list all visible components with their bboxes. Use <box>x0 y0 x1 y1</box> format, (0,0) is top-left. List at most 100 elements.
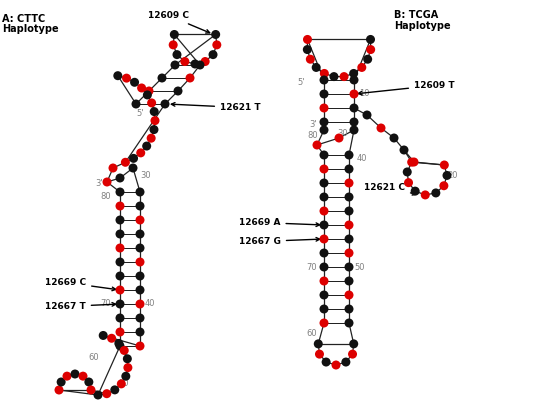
Point <box>403 169 412 175</box>
Point <box>404 179 413 186</box>
Text: 12669 C: 12669 C <box>45 278 116 291</box>
Point <box>136 273 145 279</box>
Point <box>320 320 329 326</box>
Text: 12667 G: 12667 G <box>239 237 320 246</box>
Point <box>195 62 204 68</box>
Point <box>440 162 449 168</box>
Point <box>136 150 145 156</box>
Text: 50: 50 <box>354 262 364 272</box>
Point <box>116 301 124 307</box>
Point <box>129 155 138 162</box>
Point <box>94 392 103 398</box>
Text: A: CTTC: A: CTTC <box>2 14 45 24</box>
Point <box>107 335 116 342</box>
Point <box>366 46 375 53</box>
Point <box>344 222 353 228</box>
Point <box>116 245 124 251</box>
Point <box>349 341 358 347</box>
Point <box>312 64 321 71</box>
Point <box>349 70 358 77</box>
Point <box>344 278 353 284</box>
Point <box>320 77 329 83</box>
Point <box>349 119 358 125</box>
Text: 3': 3' <box>95 178 103 187</box>
Point <box>190 61 199 67</box>
Point <box>136 245 145 251</box>
Point <box>320 194 329 200</box>
Point <box>116 315 124 321</box>
Point <box>137 85 146 91</box>
Text: 12669 A: 12669 A <box>239 218 320 227</box>
Point <box>344 166 353 172</box>
Text: 12609 C: 12609 C <box>148 11 210 33</box>
Point <box>389 135 398 141</box>
Point <box>109 165 118 171</box>
Point <box>128 165 137 171</box>
Point <box>431 190 440 196</box>
Point <box>136 259 145 265</box>
Point <box>147 135 156 141</box>
Point <box>116 273 124 279</box>
Text: 12621 C: 12621 C <box>364 183 416 195</box>
Point <box>410 159 418 165</box>
Point <box>136 287 145 293</box>
Point <box>103 179 112 185</box>
Point <box>86 387 95 393</box>
Point <box>344 236 353 242</box>
Point <box>363 56 372 63</box>
Point <box>123 356 132 362</box>
Point <box>349 91 358 97</box>
Point <box>320 166 329 172</box>
Point <box>70 371 79 377</box>
Point <box>320 236 329 242</box>
Text: 40: 40 <box>145 300 156 309</box>
Point <box>314 341 323 347</box>
Text: 70: 70 <box>306 262 316 272</box>
Text: 60: 60 <box>88 353 99 361</box>
Point <box>320 91 329 97</box>
Point <box>320 70 329 77</box>
Point <box>439 183 448 189</box>
Point <box>136 189 145 195</box>
Text: 5': 5' <box>297 77 305 87</box>
Point <box>62 373 71 379</box>
Point <box>320 105 329 111</box>
Point <box>344 180 353 186</box>
Point <box>180 58 189 65</box>
Point <box>150 126 158 133</box>
Point <box>377 125 386 131</box>
Point <box>320 222 329 228</box>
Point <box>303 46 312 53</box>
Point <box>312 142 321 148</box>
Point <box>143 91 152 98</box>
Point <box>321 359 330 365</box>
Point <box>348 351 357 358</box>
Point <box>110 386 119 393</box>
Text: 3': 3' <box>309 119 316 129</box>
Point <box>161 101 170 107</box>
Text: 80: 80 <box>307 131 318 140</box>
Point <box>306 56 315 63</box>
Text: 70: 70 <box>100 300 110 309</box>
Text: 5': 5' <box>136 109 144 118</box>
Point <box>320 278 329 284</box>
Point <box>116 203 124 209</box>
Point <box>349 77 358 83</box>
Point <box>213 42 222 48</box>
Text: 50: 50 <box>118 379 128 388</box>
Point <box>122 75 131 82</box>
Point <box>147 100 156 106</box>
Point <box>114 340 123 347</box>
Point <box>132 101 141 107</box>
Text: 30: 30 <box>337 129 348 138</box>
Point <box>344 264 353 270</box>
Point <box>57 379 66 385</box>
Point <box>344 208 353 214</box>
Point <box>335 135 344 141</box>
Text: B: TCGA: B: TCGA <box>394 10 438 20</box>
Point <box>320 264 329 270</box>
Point <box>366 36 375 43</box>
Point <box>145 88 153 94</box>
Point <box>349 105 358 111</box>
Point <box>157 75 166 81</box>
